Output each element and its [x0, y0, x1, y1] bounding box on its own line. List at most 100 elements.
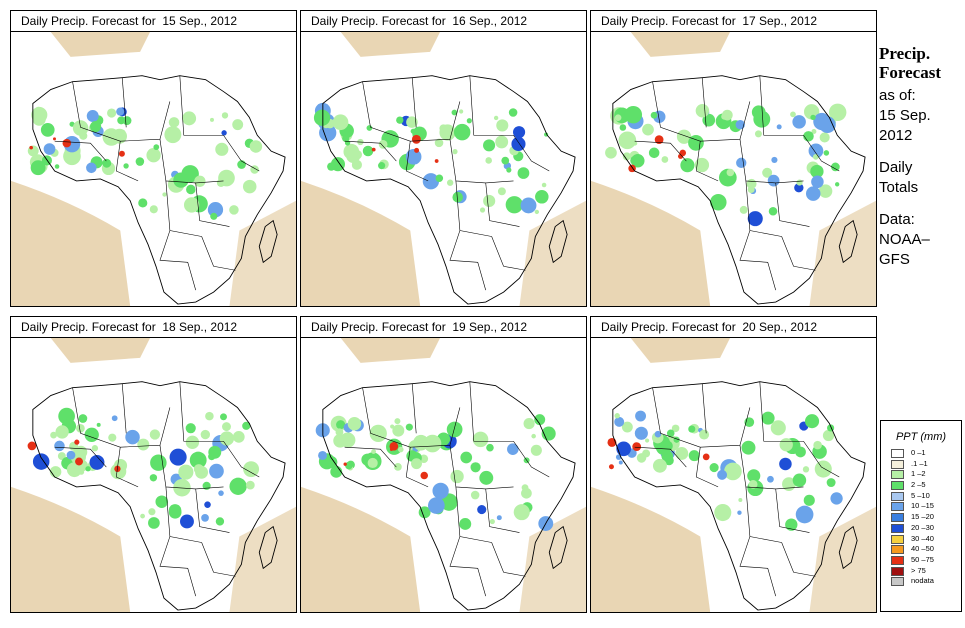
precip-cell [621, 421, 633, 433]
data-source-line1: NOAA– [879, 231, 930, 248]
precip-cell [501, 156, 510, 165]
precip-cell [91, 445, 99, 452]
precip-cell [747, 469, 761, 483]
precip-cell [153, 144, 160, 151]
asof-label: as of: [879, 87, 916, 104]
legend-label: 50 –75 [911, 554, 934, 564]
precip-cell [186, 184, 196, 195]
precip-cell [496, 119, 509, 132]
country-border [513, 135, 550, 172]
trace-precip-area [50, 32, 151, 57]
precip-cell [714, 503, 732, 522]
precip-cell [210, 212, 218, 220]
trace-precip-area [630, 338, 731, 363]
country-border [469, 381, 514, 442]
country-border [344, 140, 397, 162]
precip-cell [819, 132, 830, 143]
precip-cell [333, 433, 347, 448]
country-border [803, 135, 840, 172]
precip-cell [66, 462, 82, 478]
legend-title: PPT (mm) [895, 431, 947, 443]
legend-swatch [891, 566, 904, 576]
legend-label: > 75 [911, 565, 926, 575]
legend-item: .1 –1 [881, 459, 961, 470]
precip-cell [472, 431, 489, 448]
precip-cell [470, 490, 480, 500]
heavy-precip-cell [702, 453, 710, 461]
legend-swatch [891, 470, 904, 480]
precip-cell [779, 457, 792, 471]
precip-cell [205, 411, 214, 421]
precip-cell [325, 456, 338, 469]
precip-cell [506, 167, 512, 173]
precip-cell [735, 120, 745, 130]
country-border [701, 383, 707, 434]
precip-cell [221, 130, 227, 136]
madagascar-coastline [838, 219, 858, 264]
precip-cell [394, 462, 402, 471]
precip-cell [721, 113, 728, 120]
precip-cell [811, 128, 817, 134]
trace-precip-area [630, 32, 731, 57]
panel-title: Daily Precip. Forecast for 15 Sep., 2012 [11, 11, 296, 32]
country-border [739, 536, 776, 597]
precip-cell [89, 454, 105, 470]
precip-cell [107, 108, 117, 118]
precip-cell [605, 146, 617, 159]
legend-swatch [891, 459, 904, 469]
precip-cell [150, 454, 167, 471]
precip-cell [428, 497, 445, 514]
precip-cell [796, 179, 803, 186]
heading-line1: Precip. [879, 44, 931, 63]
precip-cell [221, 112, 229, 119]
precip-cell [804, 414, 820, 429]
precip-cell [794, 183, 804, 193]
data-source-line2: GFS [879, 251, 910, 268]
legend-item: 50 –75 [881, 555, 961, 566]
precip-cell [489, 518, 495, 525]
country-border [701, 77, 707, 128]
country-border [634, 446, 687, 468]
precip-cell [148, 508, 156, 516]
precip-cell [451, 109, 458, 116]
country-border [405, 141, 429, 182]
country-border [449, 230, 486, 291]
precip-cell [102, 128, 121, 146]
country-border [739, 230, 776, 291]
country-border [739, 139, 804, 184]
precip-cell [43, 143, 56, 155]
legend-swatch [891, 523, 904, 533]
precip-cell [811, 175, 824, 189]
precip-cell [31, 106, 48, 123]
trace-precip-area [809, 506, 876, 612]
legend-item: 20 –30 [881, 523, 961, 534]
legend-label: 15 –20 [911, 512, 934, 522]
precip-cell [119, 129, 126, 137]
precip-cell [616, 441, 632, 457]
legend-item: 30 –40 [881, 534, 961, 545]
precip-cell [220, 413, 227, 421]
legend-swatch [891, 555, 904, 565]
precip-cell [688, 135, 704, 151]
precip-cell [155, 495, 168, 508]
precip-cell [748, 479, 758, 489]
precip-cell [802, 466, 810, 473]
country-border [781, 542, 816, 577]
precip-cell [642, 123, 654, 136]
precip-cell [688, 425, 696, 433]
legend-swatch [891, 449, 904, 458]
totals-line1: Daily [879, 159, 913, 176]
country-border [165, 486, 202, 543]
precip-cell [688, 450, 700, 462]
precip-cell [622, 152, 631, 161]
legend-swatch [891, 481, 904, 491]
forecast-panel-18-sep: Daily Precip. Forecast for 18 Sep., 2012 [10, 316, 297, 613]
precip-cell [767, 475, 774, 483]
precip-cell [823, 150, 830, 156]
country-border [759, 75, 804, 136]
precip-cell [479, 207, 486, 213]
country-border [201, 542, 236, 577]
precip-cell [671, 424, 680, 433]
precip-cell [394, 418, 401, 425]
precip-cell [149, 205, 158, 214]
